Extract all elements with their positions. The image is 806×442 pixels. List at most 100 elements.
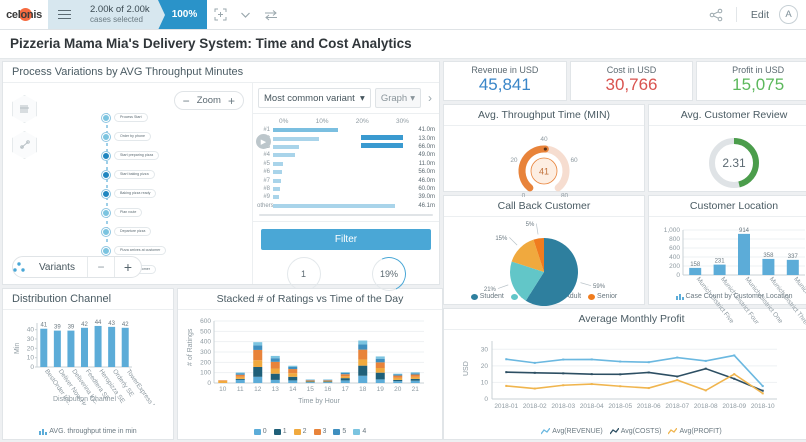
- stacked-bar-segment[interactable]: [393, 377, 403, 380]
- pie-slice[interactable]: [511, 239, 544, 272]
- stacked-bar-segment[interactable]: [340, 372, 350, 375]
- data-point[interactable]: [733, 377, 736, 380]
- bar[interactable]: [689, 267, 702, 275]
- data-point[interactable]: [562, 358, 565, 361]
- data-point[interactable]: [590, 358, 593, 361]
- legend-item[interactable]: 5: [333, 428, 346, 435]
- stacked-bar-segment[interactable]: [340, 378, 350, 381]
- stacked-bar-segment[interactable]: [305, 382, 315, 383]
- stacked-bar-segment[interactable]: [305, 381, 315, 383]
- stacked-bar-segment[interactable]: [340, 374, 350, 377]
- stacked-bar-segment[interactable]: [235, 373, 245, 375]
- stacked-bar-segment[interactable]: [393, 375, 403, 378]
- variant-bar-list[interactable]: ▶ 0% 10% 20% 30% #1 41.0m#213.0m#366.0m#4 49.…: [253, 114, 439, 212]
- data-point[interactable]: [562, 372, 565, 375]
- bar[interactable]: [786, 259, 799, 275]
- variants-control[interactable]: Variants − +: [12, 256, 142, 278]
- data-point[interactable]: [533, 371, 536, 374]
- data-point[interactable]: [533, 361, 536, 364]
- data-point[interactable]: [761, 389, 764, 392]
- stacked-ratings-chart[interactable]: 0 100 200 300 400 500 600 # of Ratings 10 11 12 13 1…: [178, 310, 442, 425]
- data-point[interactable]: [761, 385, 764, 388]
- variant-row[interactable]: #6 56.0m: [257, 168, 435, 176]
- variants-decrease-button[interactable]: −: [97, 260, 105, 274]
- legend-item[interactable]: 0: [253, 428, 267, 435]
- stacked-bar-segment[interactable]: [393, 381, 403, 383]
- connections-icon[interactable]: [12, 131, 37, 159]
- stacked-bar-segment[interactable]: [358, 340, 368, 345]
- bar[interactable]: [738, 233, 750, 275]
- variant-row[interactable]: #8 60.0m: [257, 185, 435, 193]
- data-point[interactable]: [562, 384, 565, 387]
- stacked-bar-segment[interactable]: [288, 369, 298, 374]
- line-series[interactable]: [506, 354, 764, 387]
- average-monthly-profit-chart[interactable]: 0 10 20 30 USD 2018-01 2018-02 2018-03 2018-04 20…: [444, 330, 806, 425]
- process-node[interactable]: Departure pizza: [102, 227, 152, 236]
- data-point[interactable]: [761, 392, 764, 395]
- legend-item[interactable]: Student: [470, 293, 504, 300]
- graph-button[interactable]: Graph ▾: [374, 88, 421, 108]
- data-point[interactable]: [704, 359, 707, 362]
- bar[interactable]: [40, 328, 48, 367]
- variant-select[interactable]: Most common variant ▾: [258, 88, 371, 108]
- stacked-bar-segment[interactable]: [270, 355, 280, 359]
- stacked-bar-segment[interactable]: [288, 376, 298, 381]
- data-point[interactable]: [619, 385, 622, 388]
- home-icon[interactable]: ⌂: [332, 215, 360, 216]
- stacked-bar-segment[interactable]: [253, 349, 263, 361]
- transfer-icon[interactable]: [257, 0, 285, 29]
- process-node[interactable]: Start preparing pizza: [102, 151, 160, 160]
- legend-item[interactable]: Avg(REVENUE): [541, 428, 603, 435]
- stacked-bar-segment[interactable]: [253, 345, 263, 350]
- stacked-bar-segment[interactable]: [323, 381, 333, 383]
- bar[interactable]: [108, 326, 116, 367]
- data-point[interactable]: [505, 384, 508, 387]
- more-button[interactable]: More: [360, 215, 432, 216]
- stacked-bar-segment[interactable]: [270, 379, 280, 383]
- stacked-bar-segment[interactable]: [375, 356, 385, 359]
- stacked-bar-segment[interactable]: [218, 380, 228, 383]
- data-point[interactable]: [619, 360, 622, 363]
- stacked-bar-segment[interactable]: [323, 382, 333, 383]
- stacked-bar-segment[interactable]: [410, 373, 420, 375]
- legend-item[interactable]: Senior: [588, 293, 617, 300]
- legend-item[interactable]: 4: [353, 428, 366, 435]
- stacked-bar-segment[interactable]: [358, 375, 368, 383]
- bar[interactable]: [67, 330, 75, 367]
- bar[interactable]: [94, 325, 102, 367]
- stacked-bar-segment[interactable]: [340, 376, 350, 379]
- variant-row[interactable]: #5 11.0m: [257, 160, 435, 168]
- stacked-bar-segment[interactable]: [218, 380, 228, 381]
- stacked-bar-segment[interactable]: [235, 378, 245, 380]
- call-back-customer-chart[interactable]: 59% 21% 15% 5%: [444, 217, 644, 306]
- data-point[interactable]: [590, 383, 593, 386]
- process-node[interactable]: Process Start: [102, 113, 148, 122]
- stacked-bar-segment[interactable]: [235, 376, 245, 379]
- stacked-bar-segment[interactable]: [393, 373, 403, 375]
- edit-button[interactable]: Edit: [750, 8, 769, 21]
- data-point[interactable]: [733, 373, 736, 376]
- kpi-card[interactable]: Revenue in USD 45,841: [443, 61, 567, 101]
- stacked-bar-segment[interactable]: [270, 361, 280, 369]
- zoom-out-button[interactable]: −: [182, 93, 190, 108]
- line-series[interactable]: [506, 373, 764, 395]
- kpi-card[interactable]: Profit in USD 15,075: [696, 61, 806, 101]
- data-point[interactable]: [676, 356, 679, 359]
- stacked-bar-segment[interactable]: [410, 376, 420, 379]
- data-point[interactable]: [505, 358, 508, 361]
- stacked-bar-segment[interactable]: [305, 380, 315, 382]
- stacked-bar-segment[interactable]: [358, 349, 368, 360]
- celonis-logo[interactable]: celonis: [0, 0, 48, 29]
- pie-slice[interactable]: [510, 261, 544, 301]
- variant-row[interactable]: #9 39.0m: [257, 193, 435, 201]
- activities-icon[interactable]: [12, 95, 37, 123]
- stacked-bar-segment[interactable]: [235, 379, 245, 383]
- stacked-bar-segment[interactable]: [410, 374, 420, 377]
- data-point[interactable]: [676, 379, 679, 382]
- stacked-bar-segment[interactable]: [235, 372, 245, 374]
- data-point[interactable]: [676, 375, 679, 378]
- stacked-bar-segment[interactable]: [270, 358, 280, 362]
- legend-item[interactable]: Avg(COSTS): [609, 428, 661, 435]
- data-point[interactable]: [647, 371, 650, 374]
- variant-row[interactable]: #1 41.0m: [257, 126, 435, 134]
